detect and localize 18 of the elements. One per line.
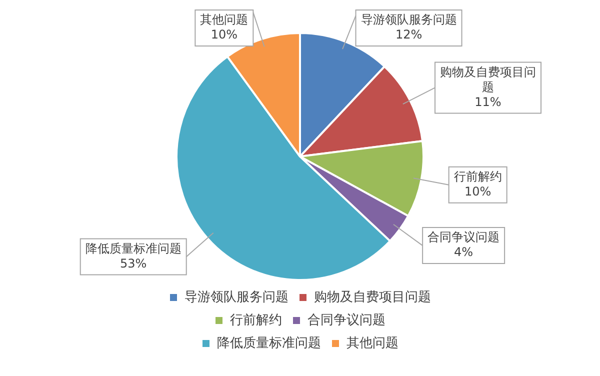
data-label: 10% [464, 184, 492, 199]
legend-label: 其他问题 [346, 336, 398, 351]
legend-label: 行前解约 [230, 312, 282, 328]
slice-label: 降低质量标准问题 [85, 241, 182, 256]
legend-label: 降低质量标准问题 [217, 336, 321, 351]
data-label: 4% [454, 245, 474, 260]
slice-label: 合同争议问题 [428, 230, 500, 244]
slice-label: 导游领队服务问题 [360, 12, 457, 27]
data-label: 11% [474, 94, 502, 109]
legend-label: 导游领队服务问题 [184, 290, 288, 305]
legend-label: 合同争议问题 [308, 312, 386, 328]
data-label: 10% [210, 28, 238, 42]
slice-label: 行前解约 [454, 170, 502, 184]
slice-label: 购物及自费项目问题 [440, 64, 536, 94]
data-label: 12% [395, 28, 422, 42]
slice-label: 其他问题 [200, 12, 248, 27]
data-label: 53% [120, 256, 147, 270]
legend-label: 购物及自费项目问题 [314, 290, 431, 305]
